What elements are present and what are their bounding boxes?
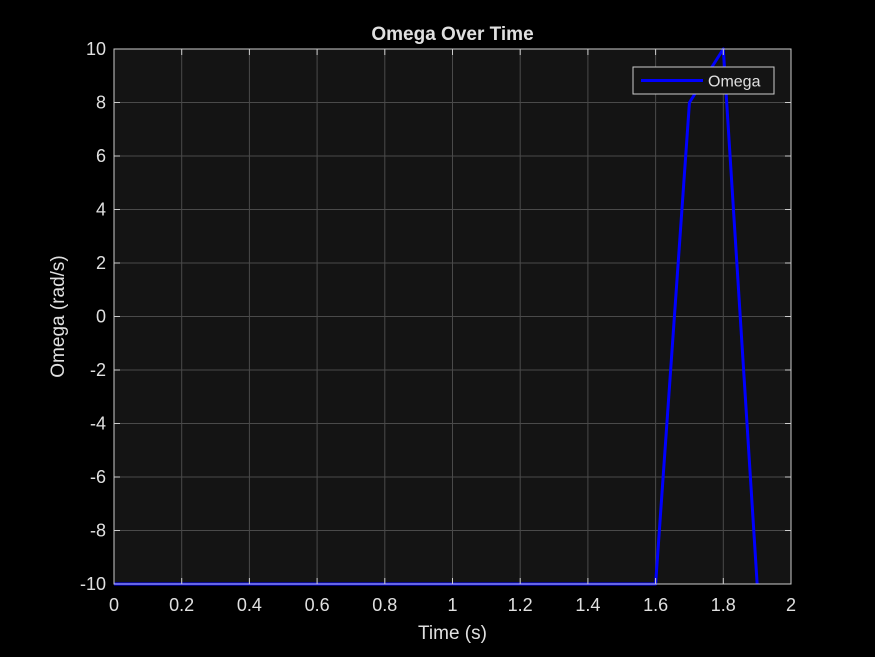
y-tick-label: -4 <box>90 414 106 434</box>
y-tick-label: 6 <box>96 146 106 166</box>
x-axis-label: Time (s) <box>418 623 487 644</box>
legend-label-omega: Omega <box>708 74 761 91</box>
ticks: 0 0.2 0.4 0.6 0.8 1 1.2 1.4 1.6 1.8 2 -10 -8 -6 -4 -2 0 2… <box>80 39 796 615</box>
y-tick-label: 8 <box>96 93 106 113</box>
y-tick-label: -8 <box>90 521 106 541</box>
x-tick-label: 1 <box>447 595 457 615</box>
y-tick-label: 2 <box>96 253 106 273</box>
x-tick-label: 1.6 <box>643 595 668 615</box>
x-tick-label: 1.2 <box>508 595 533 615</box>
x-tick-label: 0.8 <box>372 595 397 615</box>
x-tick-label: 1.4 <box>575 595 600 615</box>
x-tick-label: 0.6 <box>305 595 330 615</box>
y-tick-label: -2 <box>90 360 106 380</box>
x-tick-label: 2 <box>786 595 796 615</box>
y-tick-label: 4 <box>96 200 106 220</box>
y-tick-label: 0 <box>96 307 106 327</box>
x-tick-label: 1.8 <box>711 595 736 615</box>
y-tick-label: -6 <box>90 467 106 487</box>
y-axis-label: Omega (rad/s) <box>48 255 69 377</box>
x-tick-label: 0.4 <box>237 595 262 615</box>
legend: Omega <box>632 66 775 95</box>
x-tick-label: 0.2 <box>169 595 194 615</box>
x-tick-label: 0 <box>109 595 119 615</box>
y-tick-label: -10 <box>80 574 106 594</box>
y-tick-label: 10 <box>86 39 106 59</box>
chart-title: Omega Over Time <box>371 24 533 45</box>
